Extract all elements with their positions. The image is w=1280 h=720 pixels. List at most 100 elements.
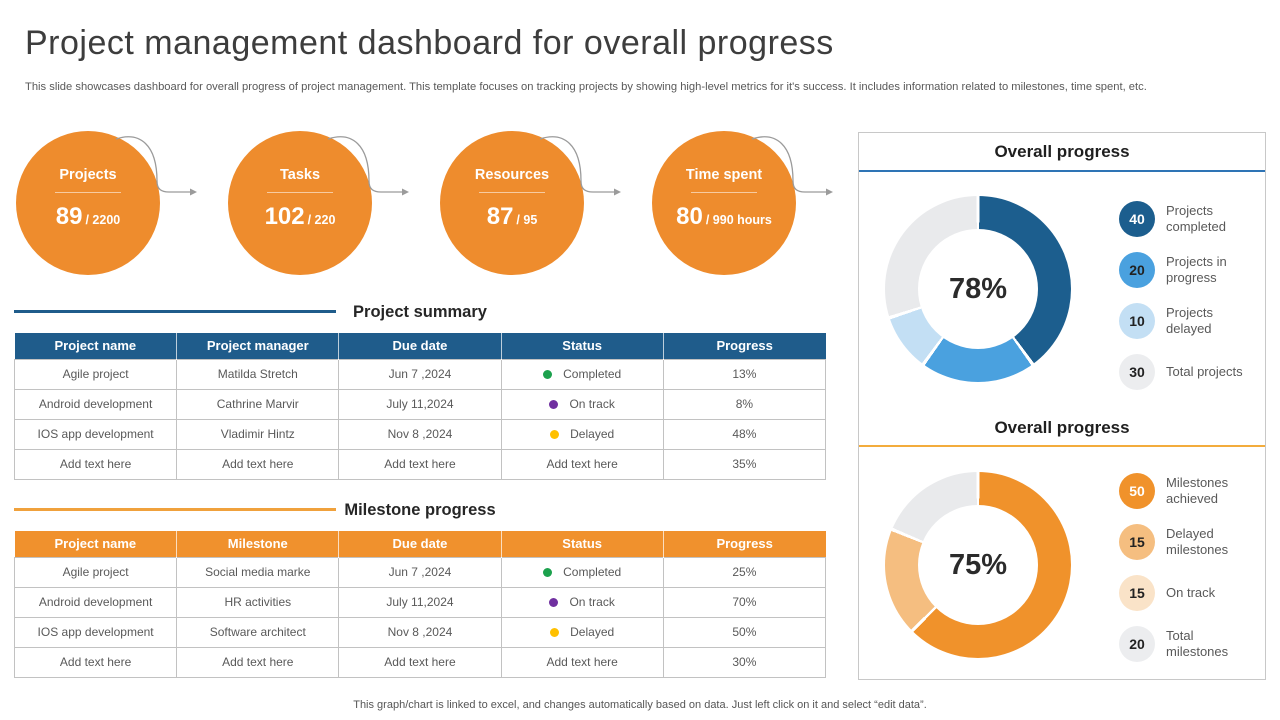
kpi-tasks: Tasks 102/ 220 [228, 131, 440, 281]
projects-donut-chart[interactable]: 78% [885, 196, 1071, 382]
table-header-row: Project name Milestone Due date Status P… [14, 531, 826, 557]
legend-item: 40 Projects completed [1119, 201, 1259, 237]
legend-label: Projects completed [1166, 203, 1226, 234]
cell-project-name: Android development [13, 388, 178, 420]
cell-due-date: Nov 8 ,2024 [338, 418, 502, 450]
status-dot [550, 429, 560, 439]
project-summary-table[interactable]: Project name Project manager Due date St… [13, 333, 827, 480]
kpi-divider [55, 192, 121, 193]
legend-item: 10 Projects delayed [1119, 303, 1259, 339]
cell-due-date: Nov 8 ,2024 [338, 616, 502, 648]
kpi-value: 89/ 2200 [56, 203, 120, 231]
col-due-date: Due date [338, 333, 502, 359]
cell-project-manager: Matilda Stretch [176, 358, 340, 390]
kpi-value-number: 102 [264, 203, 305, 230]
legend-item: 20 Total milestones [1119, 626, 1259, 662]
kpi-row: Projects 89/ 2200 Tasks 102/ 220 [16, 131, 864, 281]
kpi-value: 80/ 990 hours [676, 203, 772, 231]
status-dot [543, 567, 553, 577]
cell-status: Delayed [500, 616, 664, 648]
cell-status: On track [500, 586, 664, 618]
kpi-value-total: / 220 [307, 213, 336, 227]
col-due-date: Due date [338, 531, 502, 557]
kpi-value: 87/ 95 [487, 203, 538, 231]
table-row: Add text here Add text here Add text her… [13, 646, 827, 678]
cell-project-name: IOS app development [13, 418, 178, 450]
cell-project-name: Android development [13, 586, 178, 618]
table-header-row: Project name Project manager Due date St… [14, 333, 826, 359]
milestone-progress-table[interactable]: Project name Milestone Due date Status P… [13, 531, 827, 678]
cell-due-date: July 11,2024 [338, 586, 502, 618]
col-project-name: Project name [14, 531, 177, 557]
page-subtitle: This slide showcases dashboard for overa… [25, 81, 1147, 93]
curved-arrow-icon [751, 136, 833, 196]
legend-label: Delayed milestones [1166, 526, 1229, 557]
kpi-projects: Projects 89/ 2200 [16, 131, 228, 281]
cell-project-name: Add text here [13, 448, 178, 480]
donut-center-value: 78% [948, 272, 1008, 305]
kpi-value: 102/ 220 [265, 203, 336, 231]
milestones-donut-chart[interactable]: 75% [885, 472, 1071, 658]
status-label: Delayed [570, 427, 615, 441]
kpi-value-number: 87 [486, 203, 514, 230]
legend-value-badge: 20 [1119, 252, 1155, 288]
kpi-tasks-circle: Tasks 102/ 220 [228, 131, 372, 275]
legend-item: 15 Delayed milestones [1119, 524, 1259, 560]
milestones-legend: 50 Milestones achieved 15 Delayed milest… [1119, 473, 1259, 662]
cell-status: Completed [500, 556, 664, 588]
cell-progress: 48% [662, 418, 827, 450]
legend-label: On track [1166, 585, 1216, 600]
cell-due-date: Jun 7 ,2024 [338, 358, 502, 390]
cell-progress: 25% [662, 556, 827, 588]
cell-status: Delayed [500, 418, 664, 450]
cell-milestone: Software architect [176, 616, 340, 648]
table-row: IOS app development Software architect N… [13, 616, 827, 648]
kpi-label: Time spent [685, 167, 763, 183]
project-summary-heading: Project summary [14, 299, 826, 325]
overall-progress-panel: Overall progress 78% 40 Projects complet… [858, 132, 1266, 680]
footer-note: This graph/chart is linked to excel, and… [353, 699, 927, 711]
table-row: Agile project Social media marke Jun 7 ,… [13, 556, 827, 588]
kpi-label: Projects [59, 167, 117, 183]
page-title: Project management dashboard for overall… [25, 24, 834, 62]
table-row: Android development Cathrine Marvir July… [13, 388, 827, 420]
legend-value-badge: 40 [1119, 201, 1155, 237]
kpi-divider [691, 192, 757, 193]
section-title: Project summary [353, 303, 487, 321]
kpi-resources-circle: Resources 87/ 95 [440, 131, 584, 275]
cell-project-manager: Add text here [176, 448, 340, 480]
status-dot [543, 369, 553, 379]
kpi-time-spent-circle: Time spent 80/ 990 hours [652, 131, 796, 275]
kpi-value-number: 89 [55, 203, 83, 230]
milestone-progress-heading: Milestone progress [14, 497, 826, 523]
cell-project-name: Agile project [13, 556, 178, 588]
cell-project-name: Agile project [13, 358, 178, 390]
status-label: On track [569, 397, 615, 411]
col-progress: Progress [662, 333, 826, 359]
legend-label: Projects delayed [1166, 305, 1213, 336]
legend-label: Projects in progress [1166, 254, 1227, 285]
kpi-value-total: / 990 hours [705, 213, 772, 227]
legend-item: 30 Total projects [1119, 354, 1259, 390]
kpi-projects-circle: Projects 89/ 2200 [16, 131, 160, 275]
cell-milestone: HR activities [176, 586, 340, 618]
cell-progress: 50% [662, 616, 827, 648]
cell-project-manager: Vladimir Hintz [176, 418, 340, 450]
cell-due-date: July 11,2024 [338, 388, 502, 420]
status-label: On track [569, 595, 615, 609]
donut-center-value: 75% [948, 548, 1008, 581]
curved-arrow-icon [327, 136, 409, 196]
kpi-label: Tasks [279, 167, 321, 183]
legend-label: Total projects [1166, 364, 1243, 379]
status-dot [549, 597, 559, 607]
panel-rule [859, 170, 1265, 172]
legend-value-badge: 15 [1119, 575, 1155, 611]
cell-due-date: Jun 7 ,2024 [338, 556, 502, 588]
panel-title-milestones: Overall progress [994, 418, 1130, 437]
status-label: Completed [563, 367, 622, 381]
projects-legend: 40 Projects completed 20 Projects in pro… [1119, 201, 1259, 390]
legend-label: Milestones achieved [1166, 475, 1229, 506]
status-label: Delayed [570, 625, 615, 639]
curved-arrow-icon [539, 136, 621, 196]
kpi-resources: Resources 87/ 95 [440, 131, 652, 281]
